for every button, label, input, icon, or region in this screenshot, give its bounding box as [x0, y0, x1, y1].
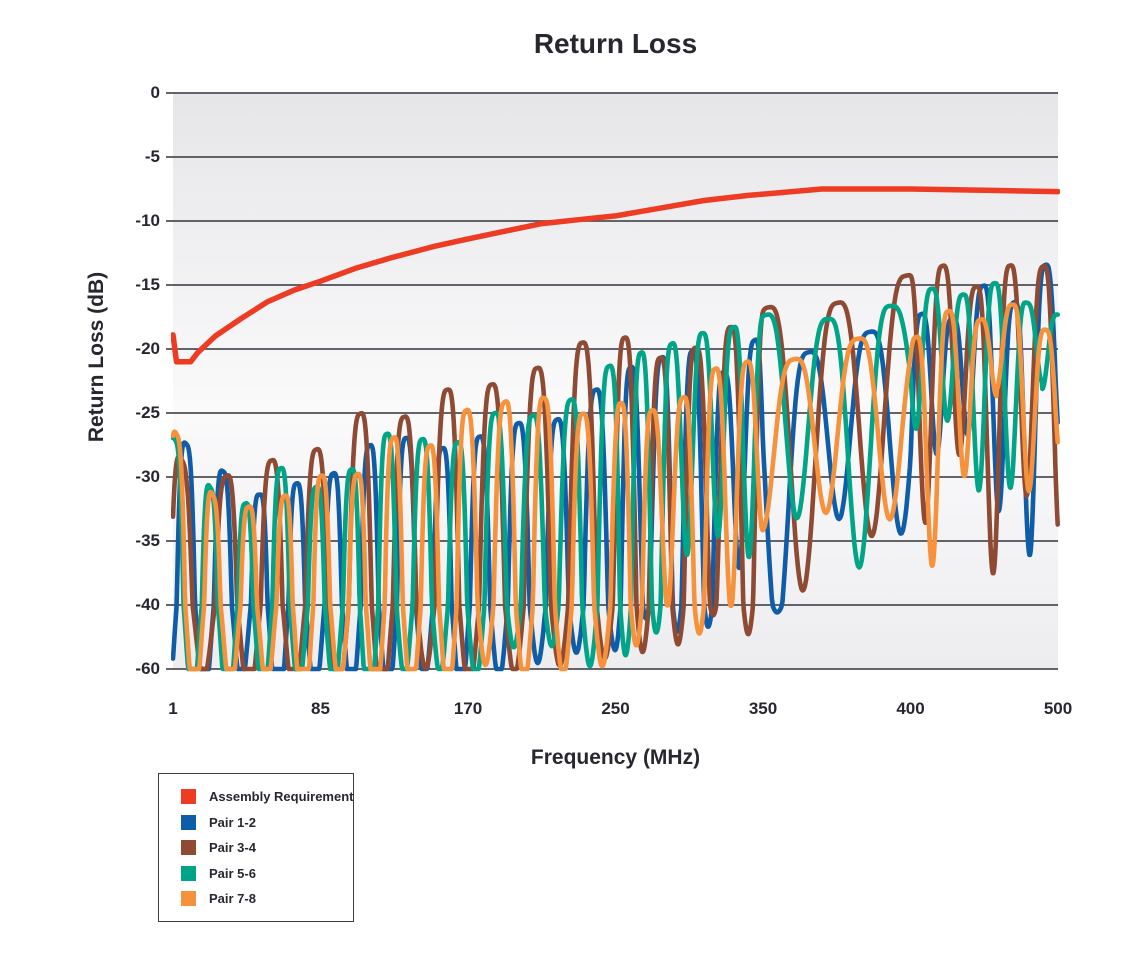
- x-tick-label-350: 350: [748, 699, 778, 718]
- series-pair-7-8: [171, 302, 1060, 672]
- legend: Assembly Requirement Pair 1-2 Pair 3-4 Pair…: [158, 773, 354, 922]
- legend-item-pair-1-2: Pair 1-2: [181, 810, 353, 836]
- y-tick-label--10: -10: [135, 211, 160, 230]
- legend-item-pair-3-4: Pair 3-4: [181, 835, 353, 861]
- legend-swatch-pair-3-4: [181, 840, 196, 856]
- legend-label-pair-1-2: Pair 1-2: [209, 814, 256, 830]
- y-tick-label--35: -35: [135, 531, 160, 550]
- legend-swatch-pair-7-8: [181, 891, 196, 907]
- legend-item-assembly-requirement: Assembly Requirement: [181, 784, 354, 810]
- series-pair-1-2: [171, 262, 1060, 672]
- legend-swatch-assembly-requirement: [181, 789, 196, 805]
- y-tick-label--25: -25: [135, 403, 160, 422]
- y-tick-label-0: 0: [150, 83, 160, 102]
- legend-swatch-pair-5-6: [181, 865, 196, 881]
- chart-title: Return Loss: [533, 28, 698, 59]
- x-tick-label-500: 500: [1043, 699, 1073, 718]
- y-tick-label--5: -5: [144, 147, 160, 166]
- legend-label-assembly-requirement: Assembly Requirement: [209, 789, 354, 805]
- x-tick-label-170: 170: [453, 699, 483, 718]
- y-tick-label--30: -30: [135, 467, 160, 486]
- series-layer: [171, 186, 1060, 672]
- x-axis-title: Frequency (MHz): [530, 746, 701, 769]
- x-tick-label-85: 85: [311, 699, 330, 718]
- x-tick-label-250: 250: [601, 699, 630, 718]
- legend-label-pair-3-4: Pair 3-4: [209, 840, 256, 856]
- legend-item-pair-5-6: Pair 5-6: [181, 861, 353, 887]
- legend-label-pair-7-8: Pair 7-8: [209, 891, 256, 907]
- legend-item-pair-7-8: Pair 7-8: [181, 886, 353, 912]
- legend-label-pair-5-6: Pair 5-6: [209, 865, 256, 881]
- y-axis-title: Return Loss (dB): [85, 271, 108, 443]
- y-tick-label--40: -40: [135, 595, 160, 614]
- y-tick-label--15: -15: [135, 275, 160, 294]
- x-tick-label-1: 1: [168, 699, 178, 718]
- series-assembly-requirement: [171, 186, 1060, 365]
- y-tick-label--20: -20: [135, 339, 160, 358]
- x-tick-label-400: 400: [896, 699, 925, 718]
- legend-swatch-pair-1-2: [181, 814, 196, 830]
- y-tick-label--60: -60: [135, 659, 160, 678]
